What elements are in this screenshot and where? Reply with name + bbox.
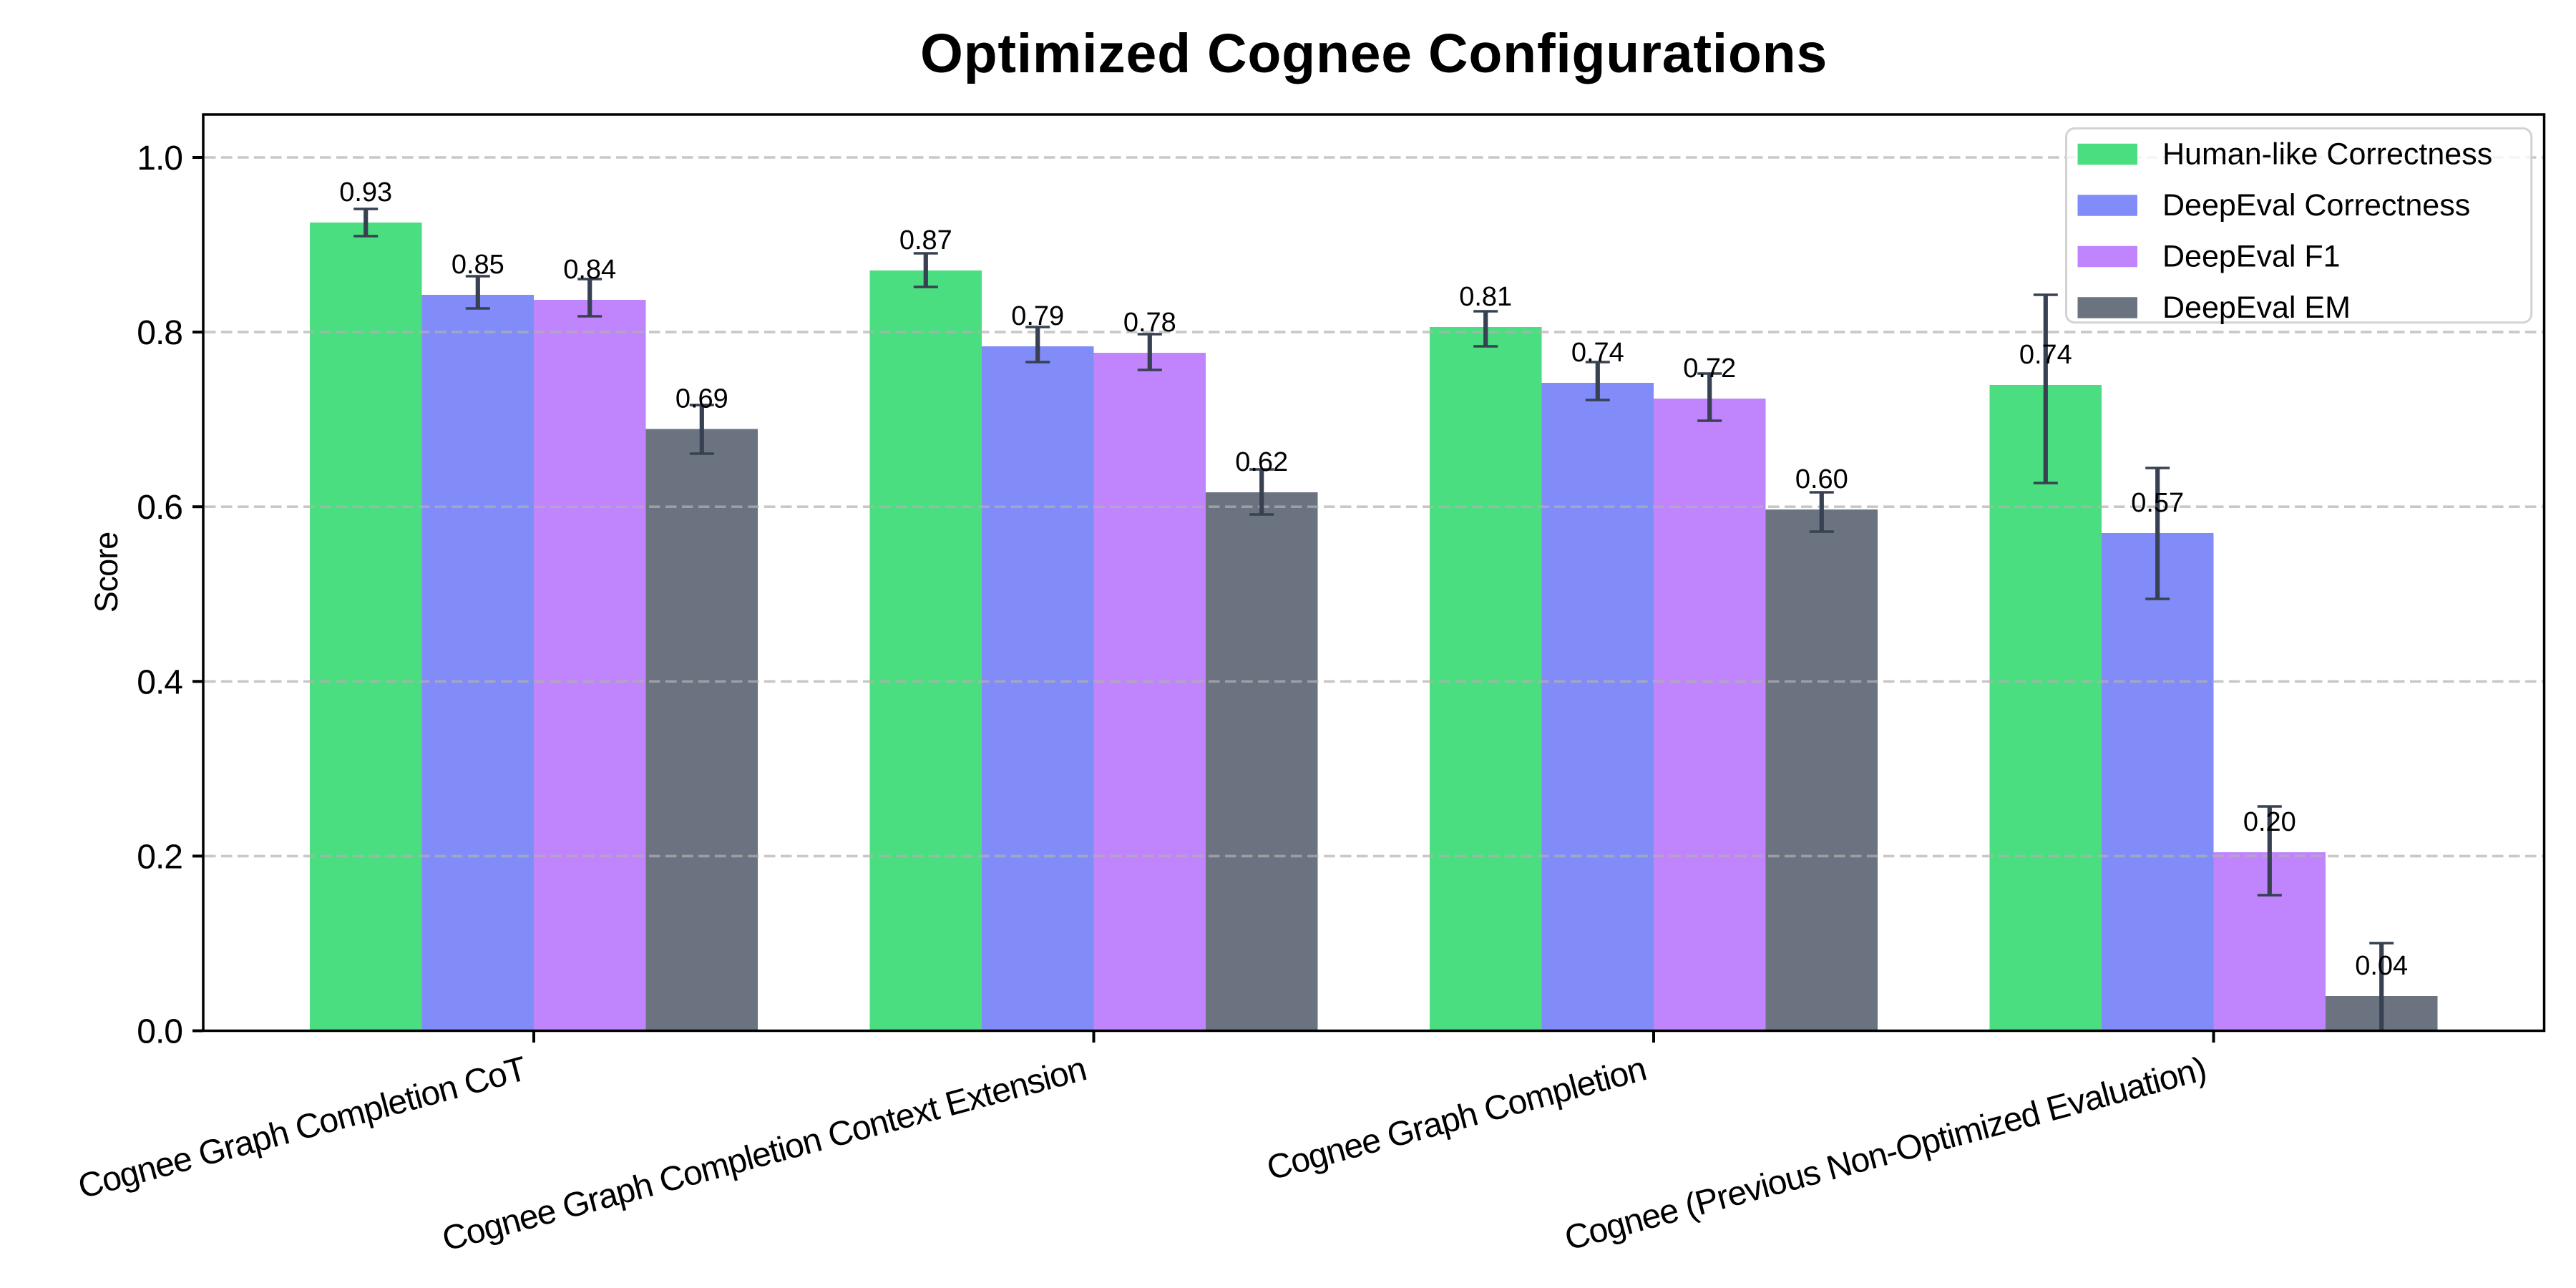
svg-text:0.2: 0.2: [137, 838, 182, 876]
svg-text:DeepEval EM: DeepEval EM: [2162, 291, 2351, 325]
svg-text:0.57: 0.57: [2131, 488, 2184, 518]
svg-text:0.4: 0.4: [137, 663, 182, 701]
svg-text:0.8: 0.8: [137, 314, 182, 352]
svg-text:0.87: 0.87: [899, 225, 952, 255]
svg-text:0.78: 0.78: [1123, 308, 1176, 338]
svg-text:0.20: 0.20: [2243, 807, 2296, 837]
svg-text:0.72: 0.72: [1683, 353, 1736, 384]
svg-text:DeepEval Correctness: DeepEval Correctness: [2162, 188, 2470, 223]
svg-text:0.85: 0.85: [452, 250, 504, 280]
svg-text:0.0: 0.0: [137, 1013, 182, 1051]
svg-text:Score: Score: [88, 532, 125, 613]
svg-text:0.62: 0.62: [1235, 447, 1288, 477]
svg-text:0.74: 0.74: [1571, 338, 1624, 368]
svg-text:DeepEval F1: DeepEval F1: [2162, 240, 2341, 274]
svg-text:0.79: 0.79: [1011, 301, 1064, 331]
svg-text:0.60: 0.60: [1795, 464, 1848, 494]
svg-text:1.0: 1.0: [137, 140, 182, 177]
svg-text:Human-like Correctness: Human-like Correctness: [2162, 137, 2492, 172]
svg-text:0.6: 0.6: [137, 489, 182, 527]
svg-text:Optimized Cognee Configuration: Optimized Cognee Configurations: [920, 23, 1828, 84]
svg-text:0.84: 0.84: [563, 255, 616, 285]
svg-text:0.74: 0.74: [2019, 340, 2072, 370]
svg-text:0.93: 0.93: [339, 177, 392, 208]
svg-text:0.81: 0.81: [1459, 282, 1512, 312]
svg-text:0.69: 0.69: [675, 384, 728, 414]
svg-text:0.04: 0.04: [2355, 951, 2408, 981]
